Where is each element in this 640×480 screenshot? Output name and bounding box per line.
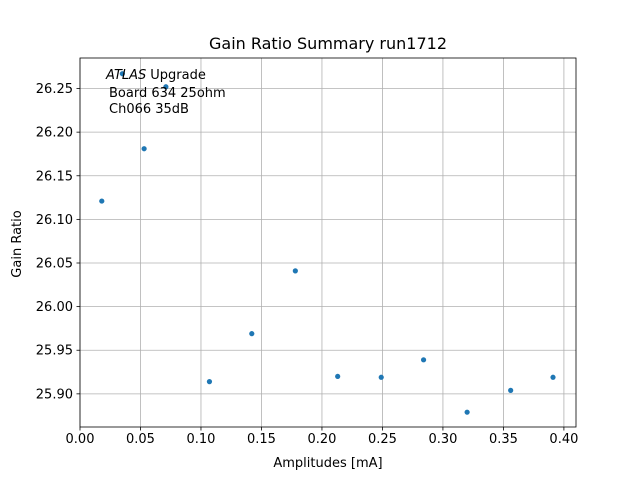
data-point — [550, 374, 556, 380]
annotation-board-label: Board 634 25ohm — [109, 86, 226, 101]
x-axis-ticks: 0.00 0.05 0.10 0.15 0.20 0.25 0.30 0.35 0.40 — [66, 427, 578, 447]
data-point — [335, 373, 341, 380]
data-point — [464, 409, 470, 415]
atlas-label: ATLAS — [105, 68, 146, 83]
y-tick-label: 25.90 — [36, 387, 73, 402]
y-axis-label: Gain Ratio — [10, 210, 25, 277]
data-point — [163, 84, 169, 90]
upgrade-label: Upgrade — [150, 68, 206, 83]
data-point — [292, 268, 298, 274]
x-axis-label: Amplitudes [mA] — [273, 456, 382, 471]
x-tick-label: 0.10 — [186, 432, 215, 447]
annotation-box: ATLAS Upgrade Board 634 25ohm Ch066 35dB — [105, 68, 226, 117]
data-point — [99, 198, 105, 204]
data-point — [249, 331, 255, 337]
y-tick-label: 26.05 — [36, 257, 73, 272]
y-tick-label: 26.00 — [36, 300, 73, 315]
annotation-channel-label: Ch066 35dB — [109, 102, 189, 117]
x-tick-label: 0.30 — [428, 432, 457, 447]
x-tick-label: 0.20 — [307, 432, 336, 447]
data-point — [508, 387, 514, 393]
y-tick-label: 25.95 — [36, 344, 73, 359]
data-point — [206, 379, 213, 385]
annotation-line-1: ATLAS Upgrade — [105, 68, 206, 83]
data-points — [99, 71, 556, 415]
x-tick-label: 0.00 — [66, 432, 95, 447]
plot-area-frame — [79, 57, 577, 428]
grid-lines — [79, 58, 576, 427]
chart-title: Gain Ratio Summary run1712 — [209, 34, 447, 53]
x-tick-label: 0.25 — [368, 432, 397, 447]
y-tick-label: 26.15 — [36, 169, 73, 184]
data-point — [141, 146, 147, 152]
x-tick-label: 0.40 — [549, 432, 578, 447]
y-tick-label: 26.20 — [36, 126, 73, 141]
x-tick-label: 0.15 — [247, 432, 276, 447]
y-tick-label: 26.25 — [36, 82, 73, 97]
data-point — [420, 357, 427, 363]
data-point — [378, 374, 384, 380]
y-axis-ticks: 25.90 25.95 26.00 26.05 26.10 26.15 26.20 26.25 — [36, 82, 80, 402]
x-tick-label: 0.35 — [489, 432, 518, 447]
y-tick-label: 26.10 — [36, 213, 73, 228]
data-point — [119, 71, 125, 77]
x-tick-label: 0.05 — [126, 432, 155, 447]
